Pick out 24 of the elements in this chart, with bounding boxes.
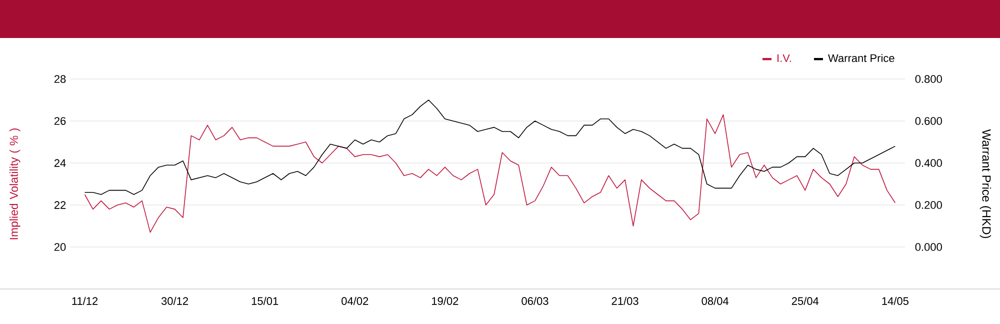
legend-label: I.V. xyxy=(778,54,791,62)
x-tick-label: 14/05 xyxy=(882,296,908,305)
x-tick-label: 15/01 xyxy=(252,296,278,305)
y-axis-title: Implied Volatility ( % ) xyxy=(10,128,20,240)
y-tick-label: 26 xyxy=(54,117,66,125)
x-tick-label: 06/03 xyxy=(522,296,548,305)
x-tick-label: 11/12 xyxy=(72,296,98,305)
y2-axis-title: Warrant Price (HKD) xyxy=(980,129,992,238)
y2-tick-label: 0.800 xyxy=(915,75,942,83)
y2-tick-label: 0.000 xyxy=(915,243,942,251)
y-tick-label: 28 xyxy=(54,75,66,83)
y-tick-label: 24 xyxy=(54,159,66,167)
y2-tick-label: 0.400 xyxy=(915,159,942,167)
x-tick-label: 25/04 xyxy=(792,296,819,305)
x-tick-label: 30/12 xyxy=(161,296,188,305)
x-tick-label: 21/03 xyxy=(612,296,638,305)
y-tick-label: 22 xyxy=(54,201,66,209)
y2-tick-label: 0.600 xyxy=(915,117,942,125)
x-tick-label: 08/04 xyxy=(702,296,729,305)
y-tick-label: 20 xyxy=(54,243,66,251)
x-tick-label: 04/02 xyxy=(342,296,368,305)
legend-label: Warrant Price xyxy=(828,54,894,62)
y2-tick-label: 0.200 xyxy=(915,201,942,209)
x-tick-label: 19/02 xyxy=(432,296,458,305)
